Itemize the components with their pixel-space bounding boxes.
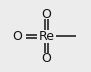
Text: Re: Re xyxy=(38,30,54,43)
Text: O: O xyxy=(41,52,51,65)
Text: O: O xyxy=(41,8,51,21)
Text: O: O xyxy=(13,30,22,43)
